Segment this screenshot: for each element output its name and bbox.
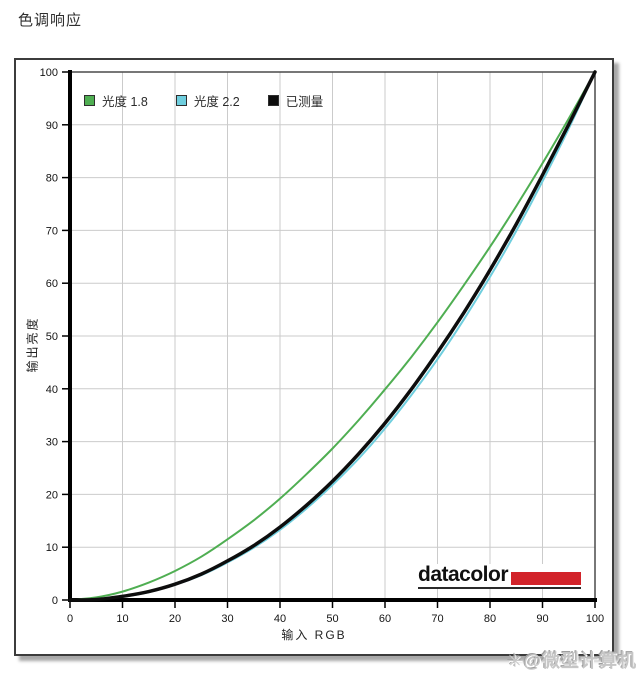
datacolor-red-bar-icon <box>511 572 582 585</box>
watermark-text: @微型计算机 <box>523 651 637 671</box>
datacolor-logo: datacolor <box>418 563 582 589</box>
y-axis-title: 输出亮度 <box>25 316 40 373</box>
svg-text:10: 10 <box>46 542 58 554</box>
legend-item-gamma-2-2: 光度 2.2 <box>175 91 240 110</box>
svg-text:20: 20 <box>169 613 181 625</box>
svg-text:100: 100 <box>586 613 604 625</box>
datacolor-logo-text: datacolor <box>418 563 509 586</box>
legend-swatch-measured-icon <box>267 95 279 106</box>
svg-text:30: 30 <box>46 437 58 449</box>
svg-text:0: 0 <box>52 595 58 607</box>
svg-text:80: 80 <box>484 613 496 625</box>
svg-text:80: 80 <box>46 173 58 185</box>
legend-item-measured: 已测量 <box>267 91 324 110</box>
legend-swatch-gamma-2-2-icon <box>175 95 187 106</box>
svg-text:40: 40 <box>274 613 286 625</box>
legend-label-gamma-2-2: 光度 2.2 <box>193 95 240 109</box>
svg-text:70: 70 <box>431 613 443 625</box>
legend-label-gamma-1-8: 光度 1.8 <box>102 95 148 109</box>
watermark: ✳@微型计算机 <box>507 647 637 673</box>
svg-text:60: 60 <box>379 613 391 625</box>
svg-text:40: 40 <box>46 384 58 396</box>
svg-text:50: 50 <box>46 331 58 343</box>
svg-text:0: 0 <box>67 613 73 625</box>
svg-text:20: 20 <box>46 489 58 501</box>
svg-text:60: 60 <box>46 278 58 290</box>
x-axis-title: 输入 RGB <box>281 628 347 642</box>
svg-text:90: 90 <box>536 613 548 625</box>
watermark-logo-icon: ✳ <box>507 651 524 671</box>
svg-text:10: 10 <box>116 613 128 625</box>
tone-response-chart: 0 10 20 30 40 50 60 70 80 90 100 0 10 20 30 40 50 60 70 80 9… <box>40 67 605 625</box>
page-title: 色调响应 <box>18 12 83 29</box>
svg-text:100: 100 <box>40 67 58 79</box>
chart-panel: 0 10 20 30 40 50 60 70 80 90 100 0 10 20 30 40 50 60 70 80 9… <box>14 58 614 656</box>
svg-text:70: 70 <box>46 225 58 237</box>
legend-swatch-gamma-1-8-icon <box>84 95 95 106</box>
svg-text:50: 50 <box>326 613 338 625</box>
legend-item-gamma-1-8: 光度 1.8 <box>84 91 148 110</box>
svg-text:90: 90 <box>46 120 58 132</box>
legend-label-measured: 已测量 <box>285 95 324 109</box>
svg-text:30: 30 <box>221 613 233 625</box>
chart-legend: 光度 1.8 光度 2.2 已测量 <box>84 91 323 110</box>
